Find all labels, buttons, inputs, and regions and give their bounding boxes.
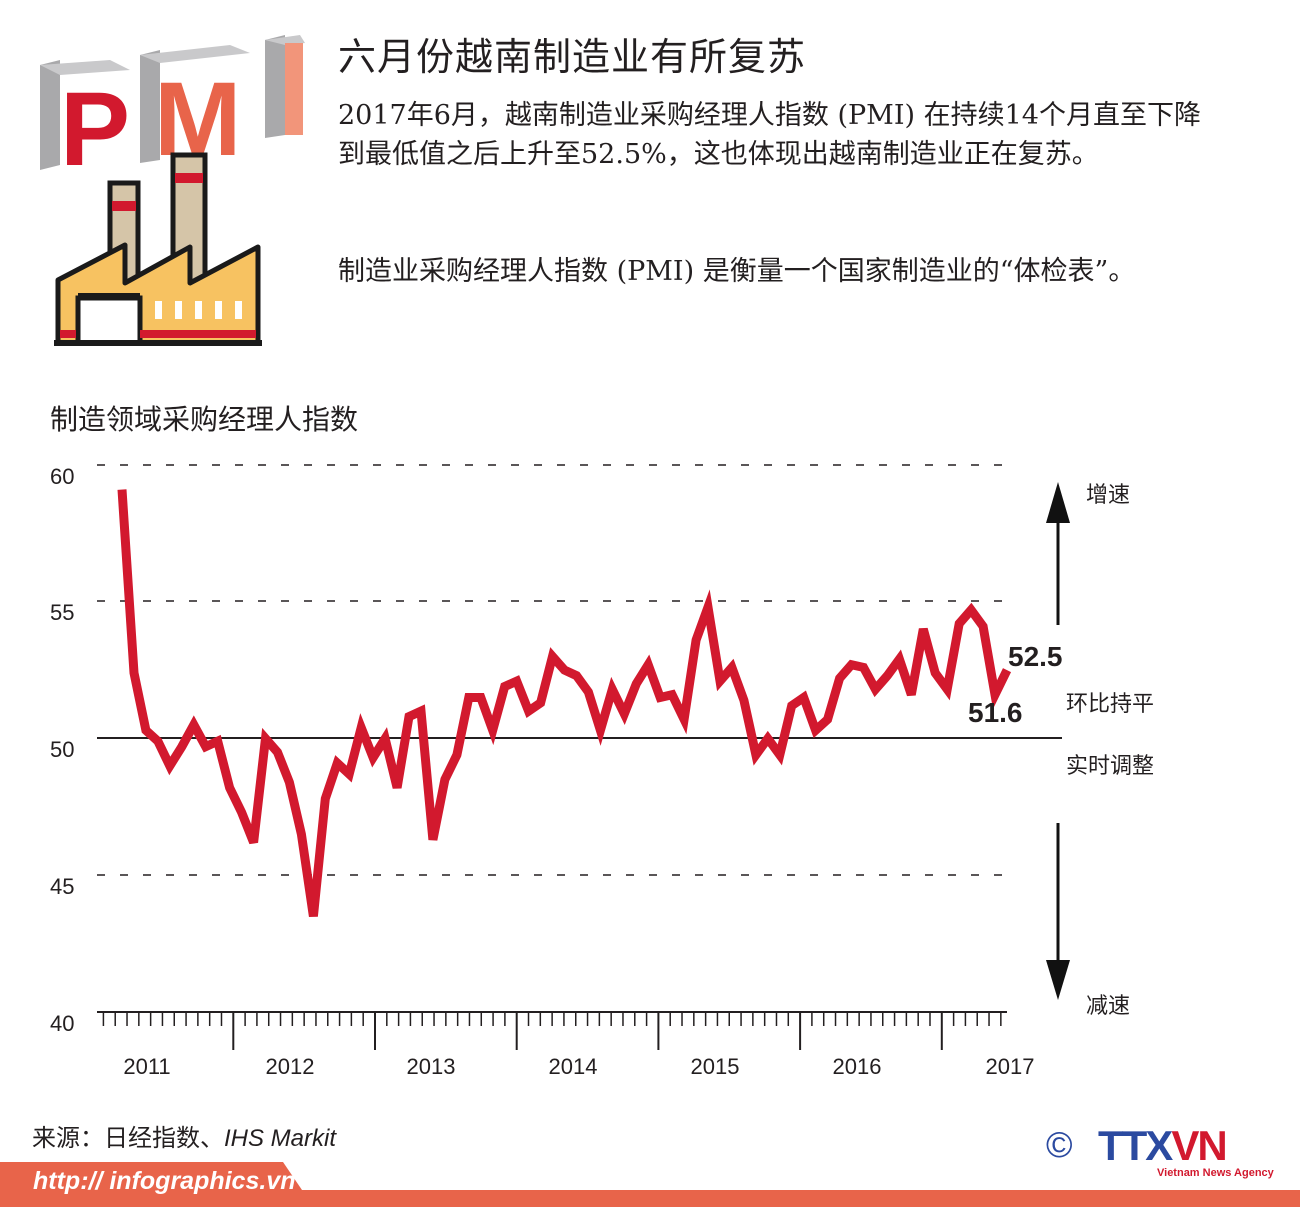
svg-text:50: 50 (50, 737, 74, 762)
previous-value-label: 51.6 (968, 697, 1023, 728)
latest-value-label: 52.5 (1008, 641, 1063, 672)
svg-text:2011: 2011 (123, 1054, 170, 1079)
intro-paragraph: 2017年6月，越南制造业采购经理人指数 (PMI) 在持续14个月直至下降到最… (338, 100, 1201, 170)
svg-text:40: 40 (50, 1011, 74, 1036)
pmi-series-line (117, 489, 1012, 917)
arrow-down-icon (1046, 823, 1070, 1000)
source-name: IHS Markit (224, 1125, 337, 1152)
copyright-icon: © (1046, 1124, 1073, 1165)
svg-text:2016: 2016 (833, 1054, 882, 1079)
svg-text:2013: 2013 (407, 1054, 456, 1079)
y-axis-labels: 60 55 50 45 40 (50, 464, 74, 1036)
pmi-letters: P M (40, 35, 305, 188)
x-axis (97, 1011, 1007, 1050)
svg-text:60: 60 (50, 464, 74, 489)
pmi-line-chart: 60 55 50 45 40 2011 2012 2013 2014 2015 … (50, 464, 1154, 1079)
speed-up-label: 增速 (1086, 483, 1130, 508)
svg-text:P: P (60, 71, 130, 188)
x-axis-labels: 2011 2012 2013 2014 2015 2016 2017 (123, 1054, 1034, 1079)
brand-tagline: Vietnam News Agency (1157, 1167, 1274, 1179)
gridlines (97, 464, 1062, 876)
svg-text:2017: 2017 (986, 1054, 1035, 1079)
flat-label: 环比持平 (1066, 692, 1154, 717)
svg-text:2014: 2014 (549, 1054, 598, 1079)
factory-icon: P M (40, 35, 305, 346)
page-title: 六月份越南制造业有所复苏 (338, 35, 807, 79)
svg-text:2015: 2015 (691, 1054, 740, 1079)
brand-logo: TTXVN (1098, 1122, 1228, 1169)
svg-text:2012: 2012 (266, 1054, 315, 1079)
footer-bar (0, 1162, 1300, 1207)
slow-down-label: 减速 (1086, 994, 1130, 1019)
source-label: 来源：日经指数、 (32, 1124, 224, 1152)
definition-paragraph: 制造业采购经理人指数 (PMI) 是衡量一个国家制造业的“体检表”。 (338, 256, 1136, 287)
source-note: 来源：日经指数、IHS Markit (32, 1118, 336, 1153)
adjust-label: 实时调整 (1066, 754, 1154, 779)
svg-text:45: 45 (50, 874, 74, 899)
svg-text:55: 55 (50, 600, 74, 625)
chart-title: 制造领域采购经理人指数 (50, 403, 359, 436)
arrow-up-icon (1046, 482, 1070, 625)
pmi-factory-logo: P M (30, 25, 330, 355)
website-link[interactable]: http:// infographics.vn (33, 1167, 296, 1195)
